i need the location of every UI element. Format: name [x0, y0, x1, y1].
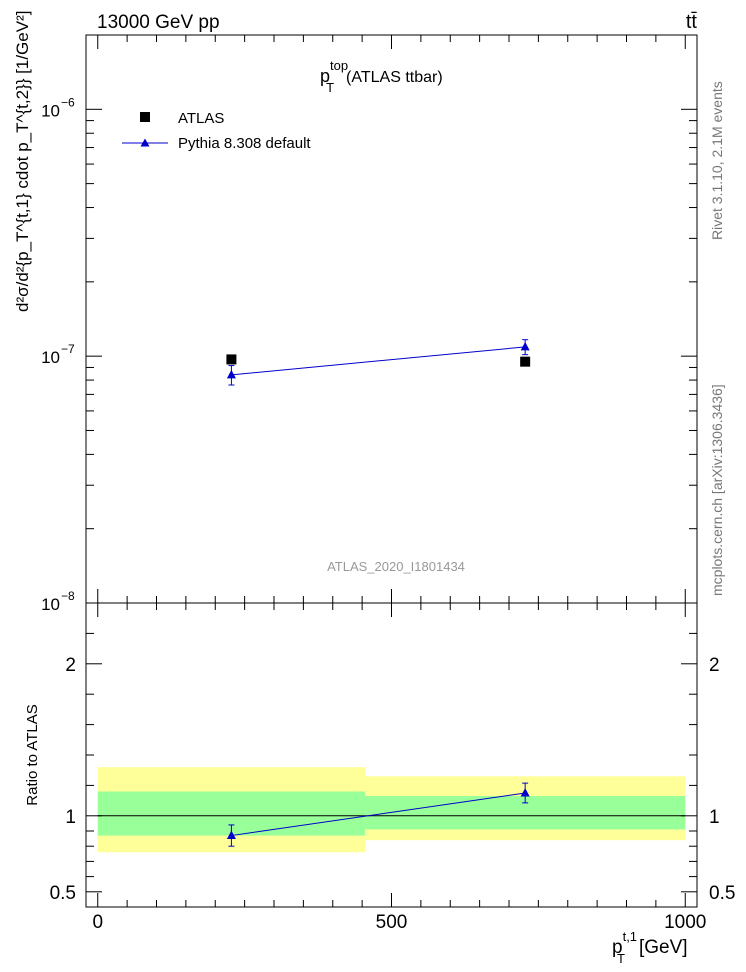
- ratio-y-tick-label-right: 0.5: [709, 883, 735, 904]
- energy-label: 13000 GeV pp: [97, 12, 220, 33]
- main-y-tick-label-exponent: −8: [61, 589, 75, 603]
- panel-title-main: p: [320, 66, 330, 86]
- main-y-axis-label: d²σ/d²{p_T^{t,1} cdot p_T^{t,2}} [1/GeV²…: [13, 11, 32, 312]
- ratio-uncertainty-bands: [97, 767, 686, 853]
- ratio-x-tick-label: 1000: [664, 912, 706, 933]
- x-axis-label-unit: [GeV]: [639, 937, 688, 958]
- main-y-tick-label-exponent: −6: [61, 95, 75, 109]
- analysis-watermark: ATLAS_2020_I1801434: [327, 559, 465, 574]
- ratio-y-axis-label: Ratio to ATLAS: [24, 704, 41, 805]
- x-axis-label-sub: T: [617, 951, 625, 966]
- legend: ATLAS Pythia 8.308 default: [122, 110, 311, 152]
- legend-atlas-label: ATLAS: [178, 110, 224, 127]
- ratio-plot-frame: [85, 602, 698, 908]
- main-y-tick-label-exponent: −7: [61, 342, 75, 356]
- main-y-tick-labels: 10−810−710−6: [41, 95, 75, 614]
- ratio-data-marks: [226, 782, 530, 847]
- panel-title-suffix: (ATLAS ttbar): [346, 69, 443, 86]
- ratio-pythia-point: [226, 830, 236, 840]
- ratio-y-tick-label: 0.5: [50, 883, 76, 904]
- panel-title: ptop T (ATLAS ttbar): [320, 58, 443, 95]
- panel-title-sub: T: [326, 80, 334, 95]
- x-axis-label: pt,1 T [GeV]: [612, 929, 688, 966]
- ratio-pythia-point: [520, 788, 530, 797]
- mcplots-label: mcplots.cern.ch [arXiv:1306.3436]: [709, 384, 725, 596]
- main-y-tick-label: 10: [41, 101, 60, 120]
- main-data-marks: [226, 339, 531, 386]
- ratio-x-tick-labels: 0 500 1000: [92, 912, 706, 933]
- panel-title-sup: top: [330, 58, 348, 73]
- legend-pythia-label: Pythia 8.308 default: [178, 135, 311, 152]
- ratio-y-tick-label: 2: [65, 655, 76, 676]
- main-panel: 10−810−710−6 ptop T(ATLAS ttbar) ATLAS Py…: [13, 11, 698, 614]
- ratio-y-tick-label-right: 2: [709, 655, 720, 676]
- x-axis-label-main: p: [612, 937, 623, 958]
- x-axis-label-sup: t,1: [623, 929, 637, 944]
- atlas-point: [520, 356, 531, 367]
- ratio-pythia-line: [231, 792, 526, 837]
- ratio-y-tick-labels: 0.5 0.5 1 1 2 2: [50, 655, 736, 904]
- ratio-y-tick-label-right: 1: [709, 807, 720, 828]
- ratio-axis-ticks: [86, 602, 697, 907]
- process-label: tt̄: [686, 11, 698, 33]
- pythia-point: [226, 369, 236, 379]
- legend-atlas-marker: [140, 112, 150, 122]
- ratio-x-tick-label: 500: [376, 912, 408, 933]
- ratio-y-tick-label: 1: [65, 807, 76, 828]
- legend-pythia-marker: [140, 138, 150, 147]
- ratio-x-tick-label: 0: [92, 912, 103, 933]
- atlas-point: [226, 354, 237, 365]
- ratio-panel: 0.5 0.5 1 1 2 2 0 500 1000 Ratio to ATLAS pt,1 T…: [24, 602, 736, 966]
- rivet-label: Rivet 3.1.10, 2.1M events: [709, 81, 725, 240]
- main-y-tick-label: 10: [41, 348, 60, 367]
- pythia-point: [520, 341, 530, 351]
- main-y-tick-label: 10: [41, 595, 60, 614]
- pythia-line: [231, 346, 526, 376]
